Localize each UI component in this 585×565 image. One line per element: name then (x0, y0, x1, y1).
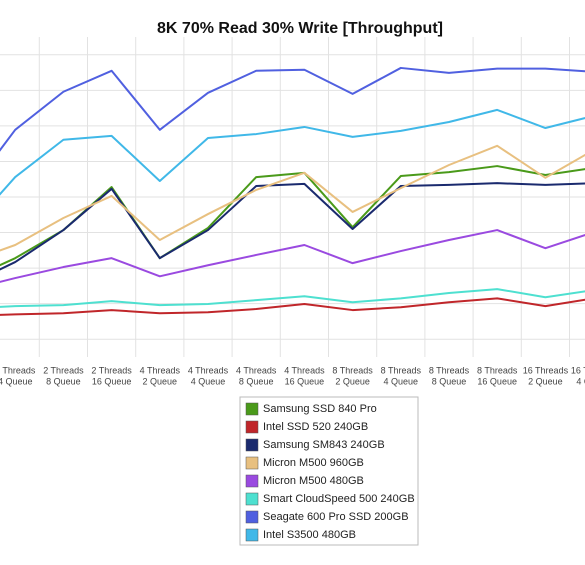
x-tick-label: 4 Threads (236, 365, 277, 375)
legend-swatch (245, 510, 259, 524)
x-tick-label: 4 Queue (576, 376, 585, 386)
x-tick-label: 2 Queue (528, 376, 563, 386)
x-tick-label: 16 Queue (477, 376, 517, 386)
legend-label: Samsung SM843 240GB (263, 439, 385, 451)
x-tick-label: 2 Threads (91, 365, 132, 375)
legend-swatch (245, 528, 259, 542)
legend-label: Seagate 600 Pro SSD 200GB (263, 511, 409, 523)
x-tick-label: 2 Threads (0, 365, 36, 375)
x-tick-label: 4 Queue (191, 376, 226, 386)
chart-title: 8K 70% Read 30% Write [Throughput] (157, 20, 443, 37)
x-tick-label: 4 Queue (0, 376, 32, 386)
series-line (0, 66, 585, 152)
x-tick-label: 16 Queue (92, 376, 132, 386)
legend-swatch (245, 402, 259, 416)
x-tick-label: 2 Queue (143, 376, 178, 386)
series-line (0, 144, 585, 252)
legend-label: Micron M500 480GB (263, 475, 364, 487)
x-tick-label: 8 Queue (46, 376, 81, 386)
x-tick-label: 16 Queue (285, 376, 325, 386)
legend-label: Intel SSD 520 240GB (263, 421, 368, 433)
x-tick-label: 8 Threads (332, 365, 373, 375)
legend-label: Micron M500 960GB (263, 457, 364, 469)
x-tick-label: 4 Threads (188, 365, 229, 375)
legend-label: Intel S3500 480GB (263, 529, 356, 541)
legend-box (239, 396, 419, 546)
series-line (0, 108, 585, 196)
x-tick-label: 8 Queue (432, 376, 467, 386)
legend-swatch (245, 456, 259, 470)
series-line (0, 288, 585, 308)
series-line (0, 182, 585, 271)
x-tick-label: 4 Queue (384, 376, 419, 386)
x-tick-label: 2 Threads (43, 365, 84, 375)
x-tick-label: 16 Threads (523, 365, 569, 375)
legend-swatch (245, 420, 259, 434)
legend-swatch (245, 474, 259, 488)
x-tick-label: 8 Threads (429, 365, 470, 375)
x-tick-label: 8 Queue (239, 376, 274, 386)
series-line (0, 229, 585, 283)
legend-label: Smart CloudSpeed 500 240GB (263, 493, 415, 505)
x-tick-label: 4 Threads (140, 365, 181, 375)
x-tick-label: 8 Threads (477, 365, 518, 375)
legend-swatch (245, 438, 259, 452)
x-tick-label: 2 Queue (335, 376, 370, 386)
legend-label: Samsung SSD 840 Pro (263, 403, 377, 415)
series-line (0, 297, 585, 316)
x-tick-label: 8 Threads (381, 365, 422, 375)
x-tick-label: 4 Threads (284, 365, 325, 375)
legend-swatch (245, 492, 259, 506)
x-tick-label: 16 Threads (571, 365, 585, 375)
